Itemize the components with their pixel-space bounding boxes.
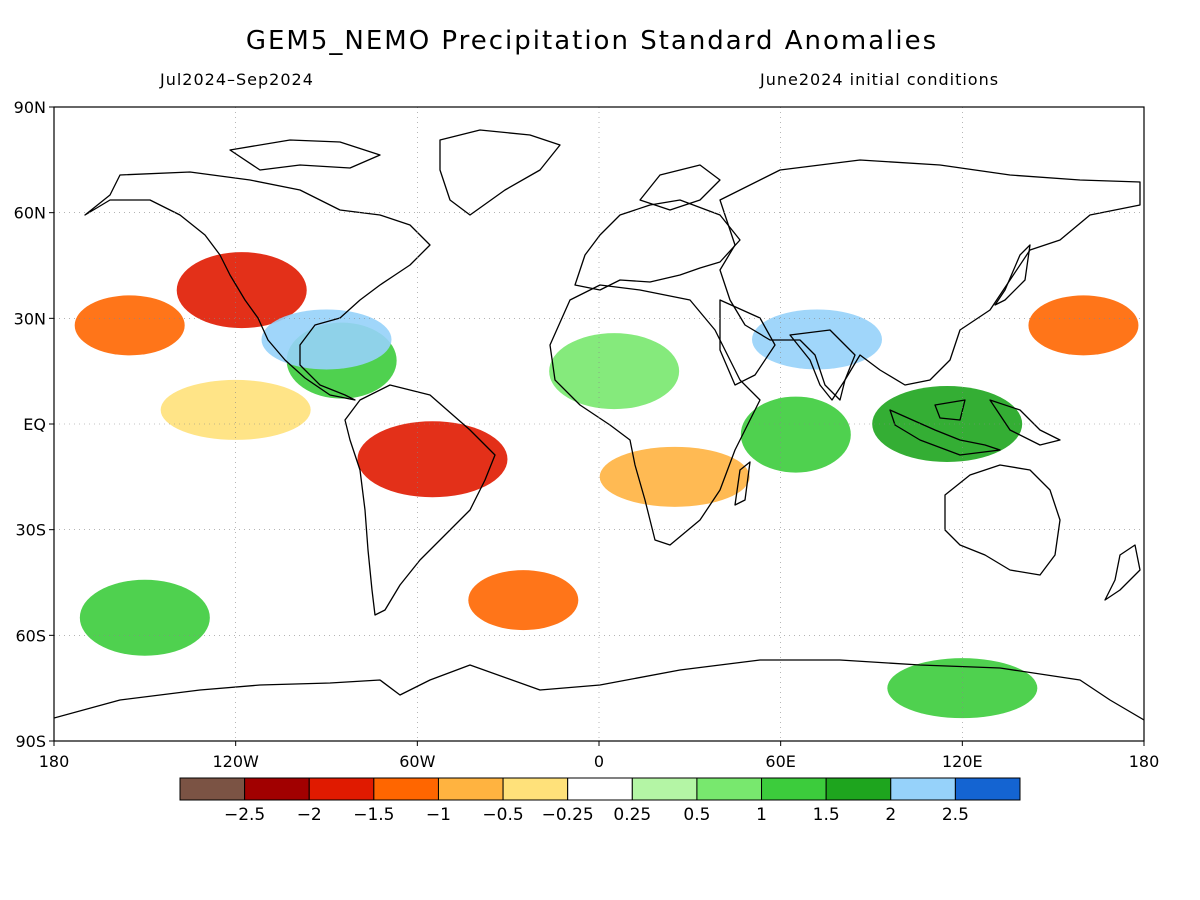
- colorbar-label: 0.25: [613, 805, 651, 825]
- coastline-arabia: [719, 299, 776, 386]
- coastline-antarctica: [54, 659, 1144, 721]
- anomaly-region: [1028, 295, 1139, 356]
- colorbar-swatch: [567, 777, 633, 801]
- anomaly-region: [549, 333, 680, 410]
- coastline-asia: [719, 159, 1141, 401]
- anomaly-region: [79, 579, 210, 656]
- lat-tick-label: 90N: [14, 98, 46, 117]
- colorbar-label: 0.5: [683, 805, 710, 825]
- colorbar-label: −2: [297, 805, 322, 825]
- coastline-indonesia: [889, 399, 1061, 456]
- anomaly-region: [74, 295, 185, 356]
- anomaly-region: [599, 446, 750, 507]
- coastline-europe: [574, 199, 741, 291]
- anomaly-region: [357, 421, 508, 498]
- coastline-new-zealand: [1104, 544, 1141, 601]
- anomaly-region: [176, 252, 307, 329]
- colorbar: −2.5 −2 −1.5 −1 −0.5 −0.25 0.25 0.5 1 1.5 2 2.5: [179, 777, 1021, 825]
- anomaly-region: [887, 658, 1038, 719]
- colorbar-swatch: [502, 777, 569, 801]
- lon-tick-label: 0: [594, 752, 604, 771]
- coastline-north-america: [84, 171, 431, 401]
- colorbar-swatch: [825, 777, 892, 801]
- colorbar-swatch: [696, 777, 763, 801]
- lon-tick-label: 180: [1129, 752, 1160, 771]
- anomaly-region: [261, 309, 392, 370]
- colorbar-label: 2: [885, 805, 896, 825]
- colorbar-swatch: [890, 777, 956, 801]
- colorbar-label: 2.5: [942, 805, 969, 825]
- colorbar-label: −2.5: [224, 805, 265, 825]
- anomaly-region: [752, 309, 882, 370]
- coastlines: [54, 129, 1144, 721]
- coastline-india: [789, 329, 856, 401]
- latitude-labels: 90N 60N 30N EQ 30S 60S 90S: [14, 98, 54, 751]
- colorbar-swatch: [761, 777, 827, 801]
- anomaly-region: [740, 396, 851, 473]
- colorbar-label: 1: [756, 805, 767, 825]
- lon-tick-label: 180: [39, 752, 70, 771]
- lon-tick-label: 120E: [942, 752, 983, 771]
- coastline-south-america: [344, 384, 496, 616]
- colorbar-swatch: [373, 777, 439, 801]
- longitude-labels: 180 120W 60W 0 60E 120E 180: [39, 741, 1160, 771]
- lat-tick-label: 60N: [14, 204, 46, 223]
- colorbar-label: −0.25: [542, 805, 594, 825]
- graticule: [54, 107, 1144, 741]
- forecast-period: Jul2024–Sep2024: [160, 70, 314, 89]
- coastline-arctic-islands: [229, 139, 381, 171]
- colorbar-swatch: [954, 777, 1021, 801]
- lat-tick-label: 30S: [15, 521, 46, 540]
- colorbar-swatch: [308, 777, 375, 801]
- chart-title: GEM5_NEMO Precipitation Standard Anomali…: [245, 26, 939, 56]
- lon-tick-label: 60W: [399, 752, 435, 771]
- coastline-madagascar: [734, 461, 751, 506]
- lon-tick-label: 120W: [212, 752, 259, 771]
- lat-tick-label: EQ: [23, 415, 46, 434]
- lat-tick-label: 90S: [15, 732, 46, 751]
- colorbar-swatch: [437, 777, 504, 801]
- anomaly-region: [160, 379, 311, 440]
- lat-tick-label: 60S: [15, 626, 46, 645]
- lon-tick-label: 60E: [765, 752, 795, 771]
- colorbar-swatch: [244, 777, 310, 801]
- coastline-africa: [549, 284, 761, 546]
- colorbar-swatch: [631, 777, 698, 801]
- colorbar-label: −0.5: [482, 805, 523, 825]
- colorbar-label: 1.5: [813, 805, 840, 825]
- coastline-scandinavia: [639, 164, 721, 211]
- anomaly-region: [468, 570, 579, 631]
- lat-tick-label: 30N: [14, 309, 46, 328]
- initial-conditions: June2024 initial conditions: [760, 70, 1000, 89]
- anomaly-field: [74, 252, 1139, 719]
- coastline-greenland: [439, 129, 561, 216]
- colorbar-swatch: [179, 777, 246, 801]
- coastline-australia: [944, 464, 1061, 576]
- coastline-japan: [994, 244, 1031, 306]
- colorbar-label: −1.5: [353, 805, 394, 825]
- colorbar-label: −1: [426, 805, 451, 825]
- anomaly-region: [872, 386, 1023, 462]
